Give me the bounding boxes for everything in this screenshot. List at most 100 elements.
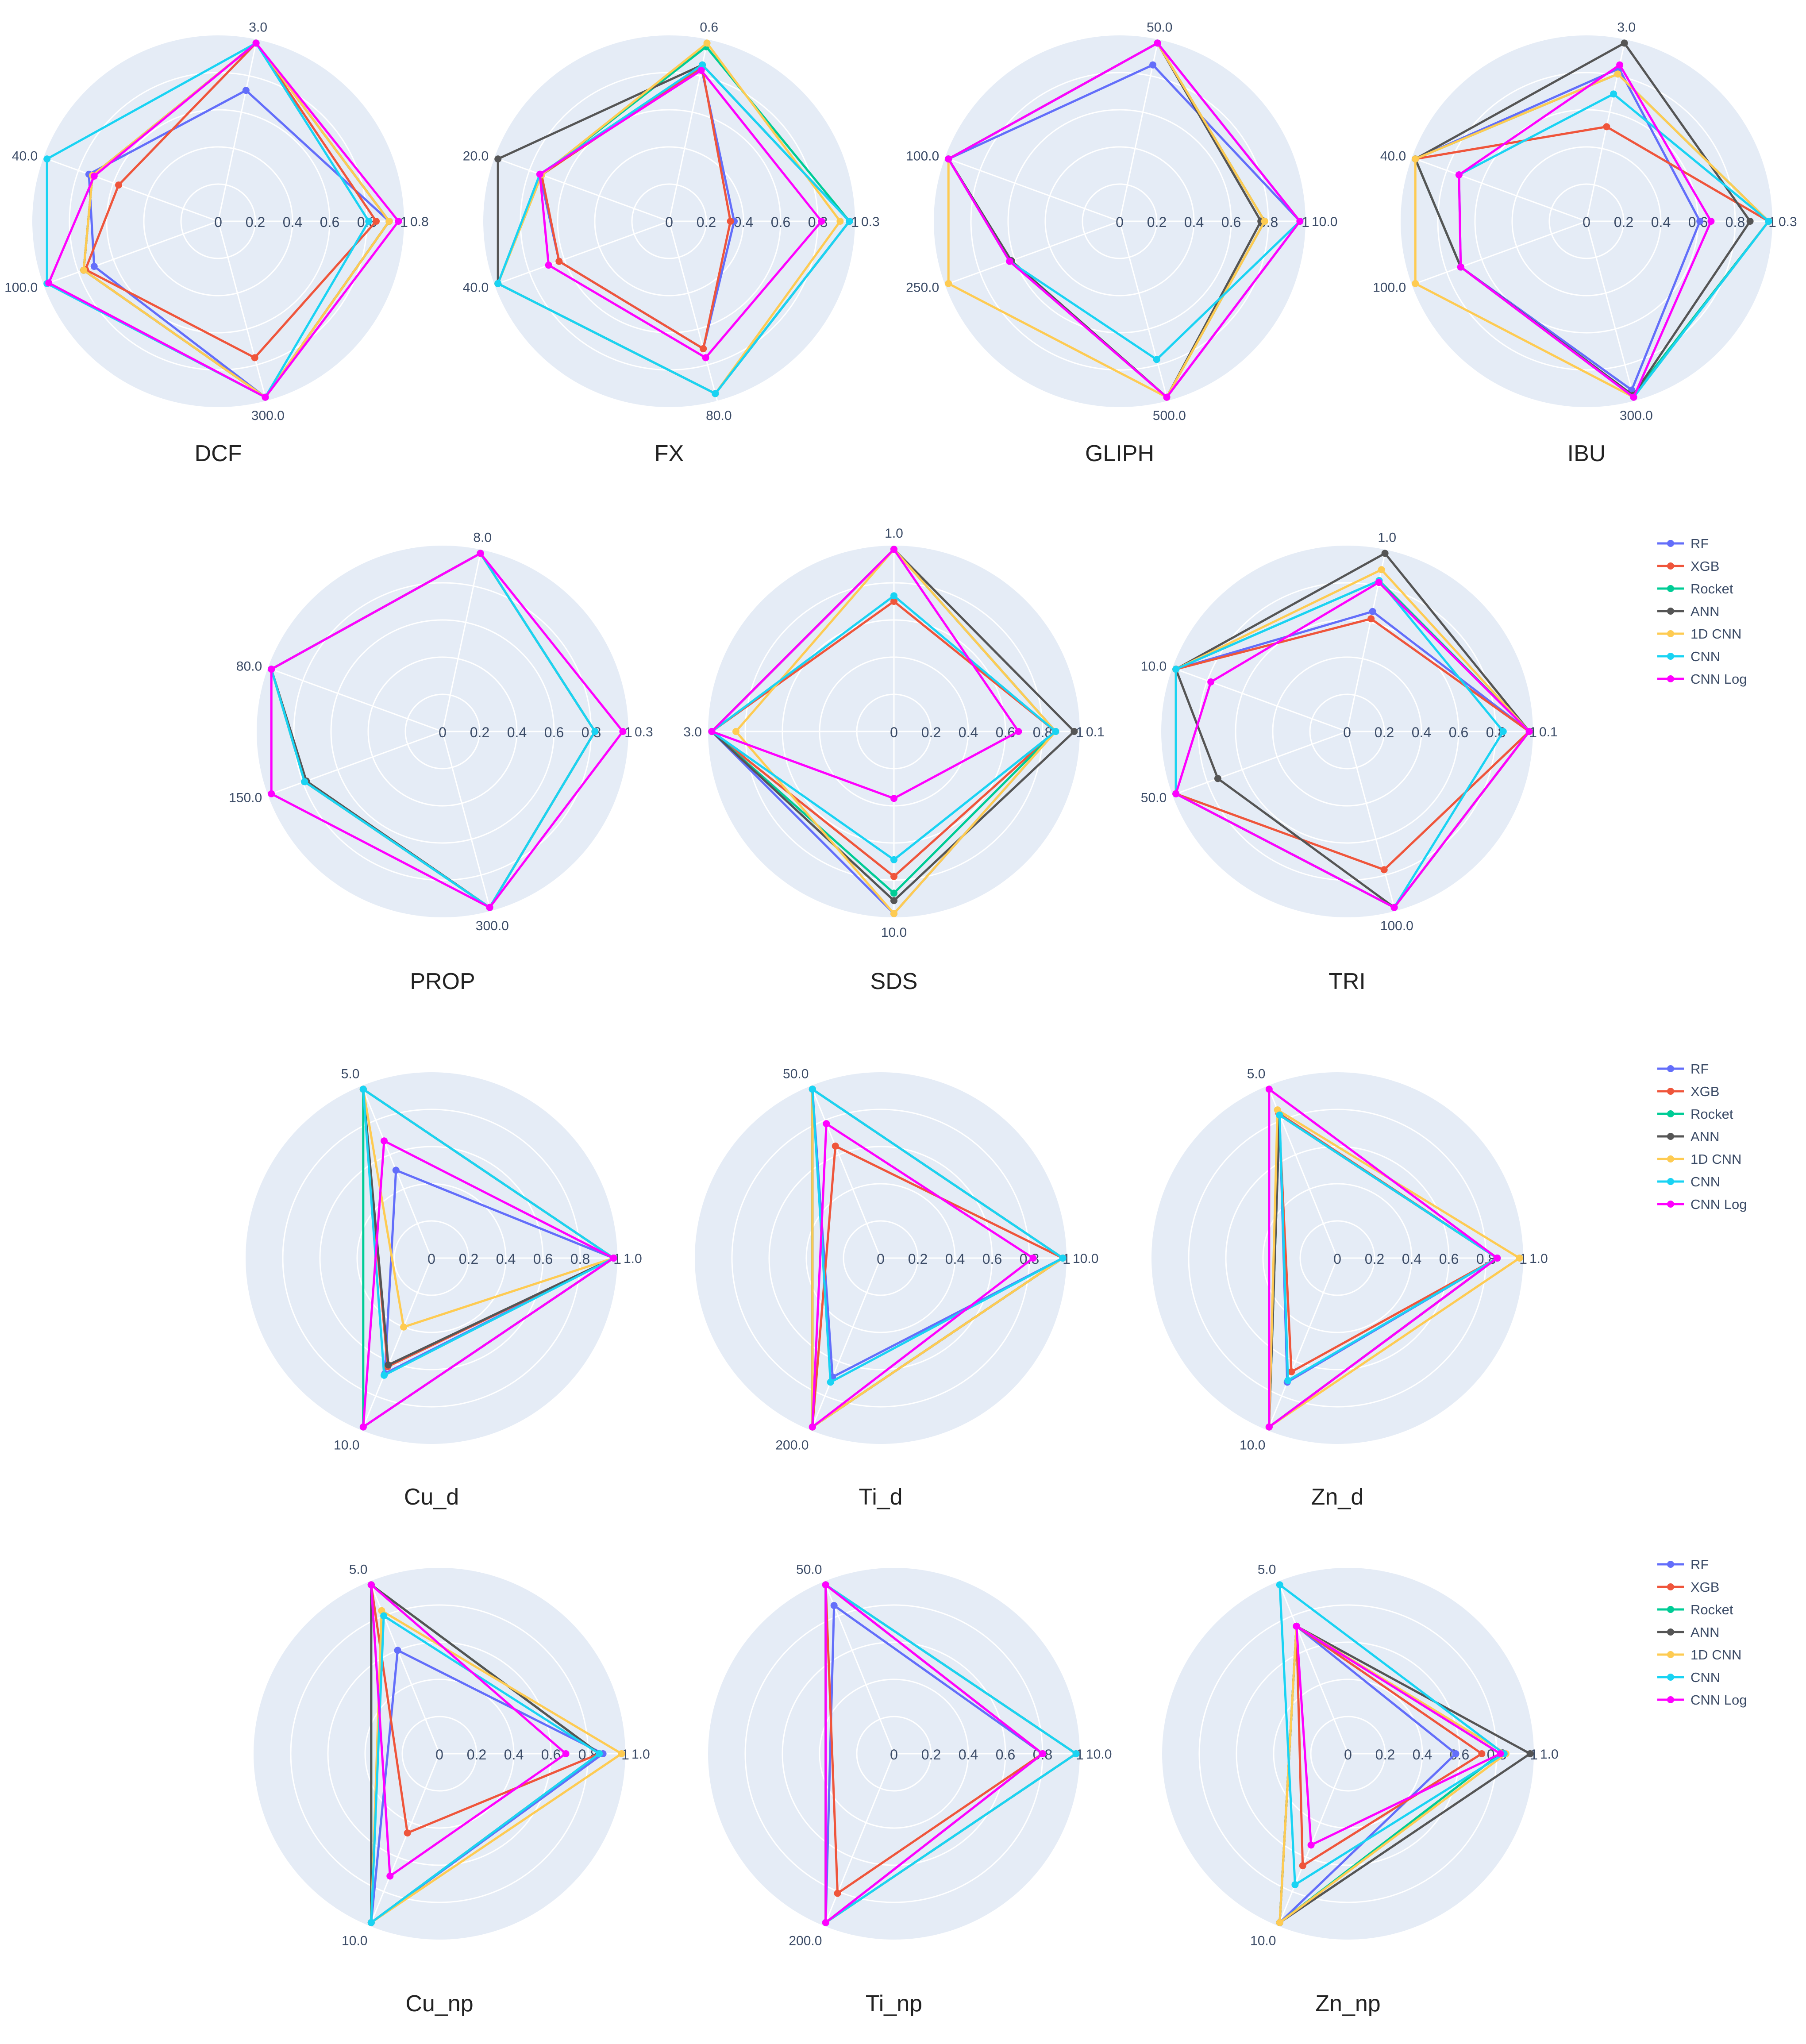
gliph-series-line xyxy=(947,42,1266,399)
legend-label: CNN xyxy=(1690,1670,1720,1685)
ibu-data-point xyxy=(1457,263,1464,271)
cu-np-data-point xyxy=(394,1647,401,1654)
sds-data-point xyxy=(890,546,897,553)
legend-item-ann[interactable]: ANN xyxy=(1657,604,1719,619)
zn-d-radial-tick: 0.6 xyxy=(1439,1251,1459,1267)
zn-d-data-point xyxy=(1288,1368,1295,1376)
zn-d-series-cnn-log xyxy=(1265,1086,1501,1431)
legend-item-rf[interactable]: RF xyxy=(1657,1557,1709,1572)
legend-label: RF xyxy=(1690,1061,1709,1077)
cu-np-data-point xyxy=(596,1750,603,1757)
dcf-axis-label: 0.8 xyxy=(410,215,429,229)
zn-np-series-line xyxy=(1295,1625,1501,1846)
sds-axis-label: 0.1 xyxy=(1086,725,1105,739)
cu-np-data-point xyxy=(380,1612,388,1620)
prop-chart-title: PROP xyxy=(410,969,475,994)
legend-item-cnn-log[interactable]: CNN Log xyxy=(1657,671,1747,687)
legend-swatch-marker xyxy=(1667,1178,1674,1185)
sds-axis-label: 10.0 xyxy=(881,925,907,940)
ibu-radial-tick: 0.4 xyxy=(1651,214,1671,230)
tri-data-point xyxy=(1380,866,1388,874)
ti-d-data-point xyxy=(809,1086,816,1093)
cu-np-spoke xyxy=(369,1753,440,1926)
legend-item-rocket[interactable]: Rocket xyxy=(1657,1106,1733,1122)
sds-data-point xyxy=(732,728,739,735)
legend-label: CNN Log xyxy=(1690,1197,1747,1212)
legend-item-xgb[interactable]: XGB xyxy=(1657,1579,1719,1595)
gliph-data-point xyxy=(1006,258,1013,265)
fx-radial-tick: 1 xyxy=(851,214,859,230)
ti-d-data-point xyxy=(1029,1255,1037,1262)
ibu-axis-label: 100.0 xyxy=(1373,280,1406,295)
ibu-radial-tick: 0 xyxy=(1583,214,1590,230)
cu-np-data-point xyxy=(404,1829,411,1837)
cu-np-series-cnn-log xyxy=(367,1581,570,1880)
cu-np-axis-label: 1.0 xyxy=(632,1747,650,1762)
zn-np-data-point xyxy=(1299,1862,1306,1870)
ibu-spoke xyxy=(1586,221,1636,401)
legend-item-rocket[interactable]: Rocket xyxy=(1657,1602,1733,1617)
legend-item-ann[interactable]: ANN xyxy=(1657,1624,1719,1640)
ti-d-radial-tick: 1 xyxy=(1063,1251,1071,1267)
dcf-data-point xyxy=(385,218,393,225)
cu-d-data-point xyxy=(381,1137,388,1145)
dcf-series-cnn-log xyxy=(45,39,402,401)
zn-d-data-point xyxy=(1494,1255,1501,1262)
dcf-data-point xyxy=(242,87,250,94)
ibu-data-point xyxy=(1614,70,1621,78)
legend-item-rf[interactable]: RF xyxy=(1657,536,1709,551)
legend-label: Rocket xyxy=(1690,1602,1733,1617)
legend-item-xgb[interactable]: XGB xyxy=(1657,1084,1719,1099)
tri-radial-tick: 0.4 xyxy=(1412,724,1431,740)
legend-swatch-marker xyxy=(1667,585,1674,592)
cu-np-radial-tick: 1 xyxy=(621,1747,629,1763)
ti-np-axis-label: 50.0 xyxy=(796,1563,822,1577)
fx-data-point xyxy=(727,218,734,225)
legend-item-cnn-log[interactable]: CNN Log xyxy=(1657,1197,1747,1212)
legend-item-ann[interactable]: ANN xyxy=(1657,1129,1719,1144)
zn-np-spoke xyxy=(1278,1581,1349,1754)
legend-3: RF XGB Rocket ANN 1D CNN CNN CNN Log xyxy=(1657,1557,1747,1708)
legend-label: ANN xyxy=(1690,604,1719,619)
gliph-spoke xyxy=(944,157,1120,222)
legend-item-1d-cnn[interactable]: 1D CNN xyxy=(1657,626,1741,642)
legend-swatch-marker xyxy=(1667,562,1674,570)
legend-item-1d-cnn[interactable]: 1D CNN xyxy=(1657,1151,1741,1167)
zn-d-axis-label: 5.0 xyxy=(1247,1067,1266,1082)
sds-data-point xyxy=(890,592,897,600)
legend-item-1d-cnn[interactable]: 1D CNN xyxy=(1657,1647,1741,1663)
dcf-chart-title: DCF xyxy=(195,441,242,466)
fx-data-point xyxy=(494,155,502,163)
dcf-radial-tick: 0.6 xyxy=(320,214,339,230)
ti-d-radial-tick: 0.6 xyxy=(982,1251,1002,1267)
radar-chart-zn-d: 0 0.2 0.4 0.6 0.8 1 1.05.010.0Zn_d xyxy=(1151,1067,1548,1510)
ibu-series-line xyxy=(1414,42,1751,396)
dcf-data-point xyxy=(252,39,260,47)
gliph-data-point xyxy=(1154,39,1161,47)
legend-item-cnn[interactable]: CNN xyxy=(1657,1670,1720,1685)
legend-item-rf[interactable]: RF xyxy=(1657,1061,1709,1077)
prop-data-point xyxy=(486,904,493,911)
cu-np-data-point xyxy=(367,1919,375,1926)
legend-item-cnn[interactable]: CNN xyxy=(1657,649,1720,664)
ti-np-axis-label: 200.0 xyxy=(789,1933,822,1948)
legend-item-rocket[interactable]: Rocket xyxy=(1657,581,1733,597)
cu-d-data-point xyxy=(359,1423,367,1431)
cu-d-spoke xyxy=(361,1258,432,1431)
zn-np-series-cnn-log xyxy=(1293,1622,1504,1849)
legend-item-xgb[interactable]: XGB xyxy=(1657,558,1719,574)
prop-axis-label: 150.0 xyxy=(229,790,262,805)
legend-item-cnn[interactable]: CNN xyxy=(1657,1174,1720,1189)
legend-swatch-marker xyxy=(1667,1674,1674,1681)
tri-axis-label: 10.0 xyxy=(1141,659,1167,674)
ti-np-data-point xyxy=(830,1602,838,1609)
fx-series-line xyxy=(539,69,823,359)
legend-item-cnn-log[interactable]: CNN Log xyxy=(1657,1692,1747,1708)
prop-radial-tick: 0.2 xyxy=(470,724,489,740)
legend-2: RF XGB Rocket ANN 1D CNN CNN CNN Log xyxy=(1657,1061,1747,1212)
fx-axis-label: 0.6 xyxy=(700,20,718,35)
radar-chart-gliph: 0 0.2 0.4 0.6 0.8 1 10.050.0100.0250.0500.0GLI… xyxy=(906,20,1337,466)
gliph-data-point xyxy=(1296,218,1304,225)
